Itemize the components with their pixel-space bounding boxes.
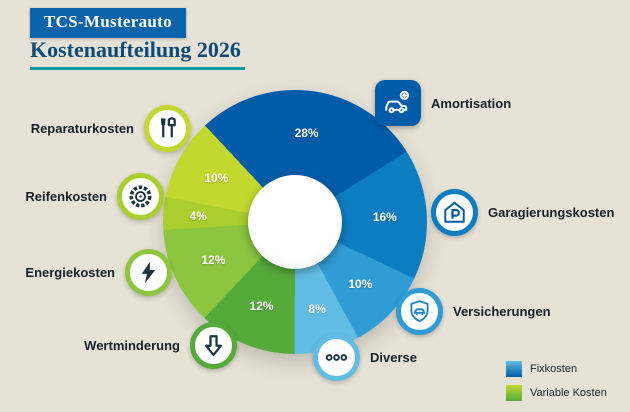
slice-value-label: 12% [201,253,226,268]
arrow-down-icon [190,321,237,369]
callout-reifenkosten: Reifenkosten [25,172,164,220]
tools-icon [144,104,191,152]
slice-value-label: 4% [189,208,207,223]
callout-energiekosten: Energiekosten [25,248,172,296]
slice-value-label: 10% [204,171,229,186]
brand-badge-label: TCS-Musterauto [44,12,172,31]
lightning-icon [125,248,172,296]
legend-item-variable-kosten: Variable Kosten [506,385,607,401]
legend: Fixkosten Variable Kosten [506,361,607,401]
legend-label: Variable Kosten [530,387,607,399]
slice-value-label: 16% [372,209,397,224]
callout-label: Versicherungen [453,303,551,319]
garage-parking-icon [431,188,478,236]
callout-label: Reifenkosten [25,188,107,204]
legend-label: Fixkosten [530,363,578,375]
callout-versicherungen: Versicherungen [396,287,551,335]
callout-amortisation: Amortisation [375,79,511,127]
callout-wertminderung: Wertminderung [84,321,237,369]
variable-kosten-swatch [506,385,522,401]
callout-diverse: Diverse [313,333,417,381]
page-title: Kostenaufteilung 2026 [30,37,241,62]
callout-label: Energiekosten [25,264,115,280]
car-coin-icon [375,80,421,126]
fixkosten-swatch [506,361,522,377]
callout-label: Garagierungskosten [488,204,615,220]
slice-value-label: 28% [294,125,319,140]
brand-badge: TCS-Musterauto [30,8,186,38]
callout-label: Reparaturkosten [30,120,134,136]
three-circles-icon [313,333,360,381]
legend-item-fixkosten: Fixkosten [506,361,607,377]
callout-label: Wertminderung [84,337,180,353]
title-underline [30,67,245,70]
callout-garagierungskosten: Garagierungskosten [431,188,614,236]
tire-icon [117,172,164,220]
slice-value-label: 12% [249,298,274,313]
pie-chart: 28% 16% 10% 8% 12% 12% 4% 10% [163,90,427,354]
slice-value-label: 8% [308,302,326,317]
callout-label: Diverse [370,349,417,365]
shield-car-icon [396,287,443,335]
donut-hole [248,175,342,269]
slice-value-label: 10% [348,276,373,291]
callout-label: Amortisation [431,95,512,111]
callout-reparaturkosten: Reparaturkosten [31,104,191,152]
